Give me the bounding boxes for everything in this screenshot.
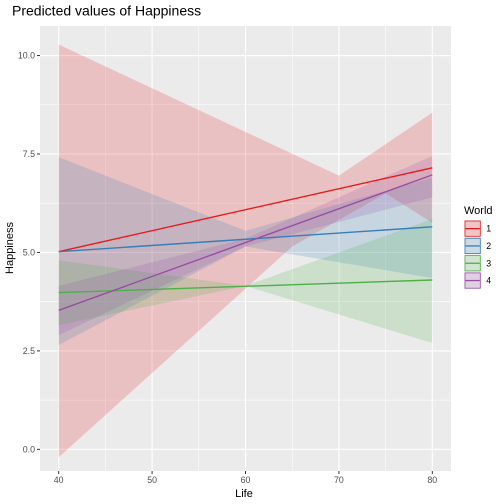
legend-label: 4 <box>486 276 491 286</box>
confidence-bands <box>58 44 433 458</box>
y-tick-label: 0.0 <box>23 444 35 454</box>
plot-panel <box>40 26 451 471</box>
x-tick-label: 40 <box>54 475 64 485</box>
y-tick-label: 5.0 <box>23 247 35 257</box>
band-series-2 <box>58 157 433 345</box>
line-series-1 <box>58 167 433 253</box>
legend: World 1 2 3 4 <box>464 205 493 290</box>
legend-item-3: 3 <box>464 254 491 272</box>
y-tick-label: 2.5 <box>23 346 35 356</box>
legend-label: 1 <box>486 224 491 234</box>
x-tick-label: 70 <box>334 475 344 485</box>
line-series-4 <box>58 174 433 311</box>
legend-title: World <box>464 205 493 217</box>
chart-title: Predicted values of Happiness <box>12 3 201 19</box>
y-axis: 0.0 2.5 5.0 7.5 10.0 <box>18 51 40 454</box>
x-axis-title: Life <box>235 488 253 500</box>
major-gridlines <box>40 26 451 471</box>
band-series-1 <box>58 44 433 458</box>
y-tick-label: 10.0 <box>18 51 35 61</box>
line-series-3 <box>58 279 433 294</box>
legend-item-4: 4 <box>464 271 491 290</box>
legend-item-1: 1 <box>464 220 491 238</box>
y-tick-label: 7.5 <box>23 149 35 159</box>
band-series-4 <box>58 155 433 336</box>
fit-lines <box>58 167 433 311</box>
x-axis: 40 50 60 70 80 <box>54 471 437 485</box>
legend-label: 3 <box>486 258 491 268</box>
y-axis-title: Happiness <box>4 222 16 274</box>
legend-label: 2 <box>486 241 491 251</box>
legend-item-2: 2 <box>464 237 491 255</box>
x-tick-label: 60 <box>241 475 251 485</box>
band-series-3 <box>58 218 433 344</box>
x-tick-label: 80 <box>427 475 437 485</box>
line-series-2 <box>58 226 433 253</box>
x-tick-label: 50 <box>147 475 157 485</box>
